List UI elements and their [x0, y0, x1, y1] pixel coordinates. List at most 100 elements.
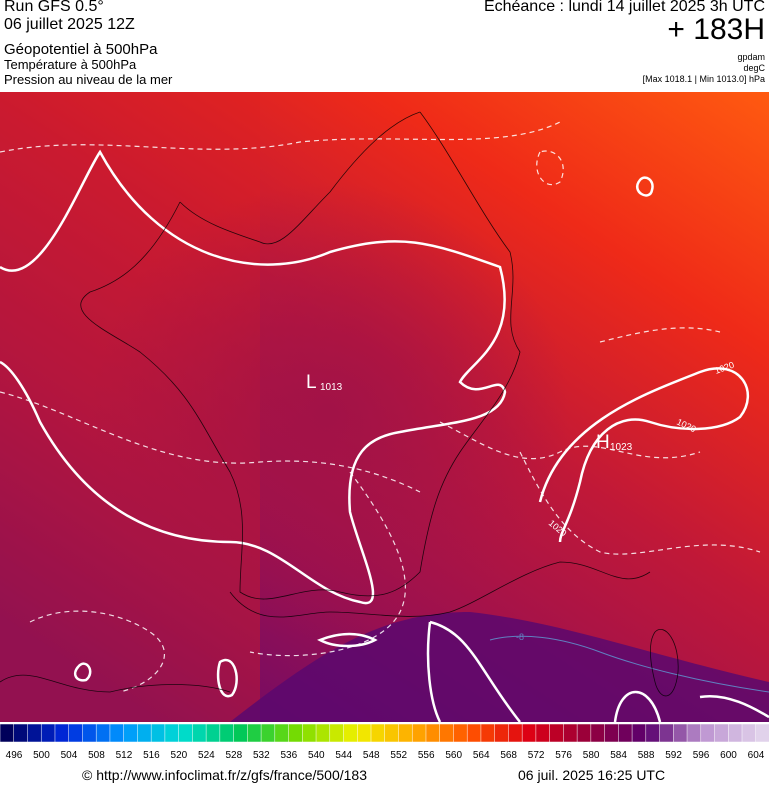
colorbar-cell — [109, 724, 125, 743]
footer-date: 06 juil. 2025 16:25 UTC — [518, 767, 666, 783]
colorbar-cell — [357, 724, 372, 743]
lead: + 183H — [667, 13, 765, 46]
colorbar-label: 520 — [171, 750, 188, 761]
colorbar-label: 572 — [528, 750, 545, 761]
purple-zone — [230, 612, 769, 722]
colorbar-label: 496 — [6, 750, 23, 761]
colorbar-cell — [137, 724, 152, 743]
colorbar-cell — [54, 724, 70, 743]
unit1: gpdam — [737, 52, 765, 62]
colorbar-cell — [329, 724, 345, 743]
colorbar-cell — [95, 724, 111, 743]
colorbar-cell — [453, 724, 468, 743]
colorbar-cell — [604, 724, 620, 743]
field3: Pression au niveau de la mer — [4, 72, 173, 87]
field: Géopotentiel à 500hPa — [4, 41, 158, 58]
colorbar-cell — [673, 724, 688, 743]
colorbar-cell — [425, 724, 441, 743]
colorbar-cell — [0, 724, 15, 743]
borders — [0, 111, 679, 697]
colorbar-label: 512 — [116, 750, 133, 761]
low-value: 1013 — [320, 382, 343, 393]
colorbar-label: 576 — [555, 750, 572, 761]
colorbar-cell — [659, 724, 675, 743]
high-value: 1023 — [610, 442, 633, 453]
colorbar-cell — [27, 724, 42, 743]
colorbar-label: 568 — [500, 750, 517, 761]
colorbar-cell — [274, 724, 290, 743]
colorbar-label: 536 — [280, 750, 297, 761]
colorbar-cell — [645, 724, 661, 743]
colorbar-cell — [728, 724, 743, 743]
colorbar-label: 540 — [308, 750, 325, 761]
colorbar-cell — [123, 724, 139, 743]
colorbar-cell — [631, 724, 647, 743]
run: Run GFS 0.5° — [4, 0, 104, 15]
low-label: L — [306, 372, 317, 393]
isotherm-minus8 — [489, 635, 769, 693]
colorbar-label: 524 — [198, 750, 215, 761]
colorbar-cell — [411, 724, 427, 743]
colorbar-cell — [288, 724, 304, 743]
colorbar-cell — [260, 724, 276, 743]
colorbar-cell — [398, 724, 413, 743]
colorbar-cell — [205, 724, 221, 743]
colorbar-label: 580 — [583, 750, 600, 761]
isotherms — [0, 121, 761, 693]
colorbar-cell — [150, 724, 166, 743]
colorbar-cell — [618, 724, 633, 743]
colorbar-label: 516 — [143, 750, 160, 761]
colorbar-cell — [68, 724, 84, 743]
colorbar-label: 552 — [390, 750, 407, 761]
isobars — [0, 149, 769, 722]
colorbar-cell — [741, 724, 757, 743]
footer-source: © http://www.infoclimat.fr/z/gfs/france/… — [82, 767, 367, 783]
colorbar-label: 508 — [88, 750, 105, 761]
colorbar-label: 504 — [61, 750, 78, 761]
colorbar-cell — [700, 724, 716, 743]
colorbar-label: 592 — [665, 750, 682, 761]
colorbar-cell — [315, 724, 331, 743]
field2: Température à 500hPa — [4, 57, 137, 72]
colorbar-label: 600 — [720, 750, 737, 761]
colorbar-cell — [521, 724, 537, 743]
run-date: 06 juillet 2025 12Z — [4, 16, 135, 33]
colorbar-cell — [563, 724, 578, 743]
colorbar-label: 544 — [335, 750, 352, 761]
colorbar-cell — [343, 724, 359, 743]
colorbar-cell — [13, 724, 29, 743]
colorbar-cell — [178, 724, 194, 743]
colorbar-cell — [247, 724, 262, 743]
colorbar-label: 596 — [693, 750, 710, 761]
colorbar-cell — [233, 724, 249, 743]
colorbar: 496 500 504 508 512 516 520 524 528 532 536 540 544 5… — [0, 724, 769, 761]
colorbar-cell — [40, 724, 56, 743]
range: [Max 1018.1 | Min 1013.0] hPa — [642, 74, 765, 84]
colorbar-cell — [219, 724, 235, 743]
colorbar-label: 604 — [748, 750, 765, 761]
colorbar-cell — [714, 724, 730, 743]
colorbar-cell — [494, 724, 510, 743]
colorbar-label: 564 — [473, 750, 490, 761]
colorbar-label: 548 — [363, 750, 380, 761]
colorbar-label: 556 — [418, 750, 435, 761]
map: L 1013 H 1023 1020 1020 1020 -8 — [0, 92, 769, 722]
colorbar-label: 560 — [445, 750, 462, 761]
colorbar-cell — [302, 724, 317, 743]
colorbar-cell — [370, 724, 386, 743]
colorbar-cell — [164, 724, 180, 743]
colorbar-cell — [439, 724, 455, 743]
isotherm-label: -8 — [516, 632, 524, 642]
high-label: H — [596, 432, 610, 453]
colorbar-label: 500 — [33, 750, 50, 761]
colorbar-label: 584 — [610, 750, 627, 761]
colorbar-cell — [576, 724, 592, 743]
valid: Echéance : lundi 14 juillet 2025 3h UTC — [483, 0, 765, 15]
colorbar-cell — [508, 724, 523, 743]
colorbar-cell — [755, 724, 769, 743]
colorbar-cell — [686, 724, 702, 743]
unit2: degC — [743, 63, 765, 73]
colorbar-label: 528 — [226, 750, 243, 761]
colorbar-cell — [549, 724, 565, 743]
